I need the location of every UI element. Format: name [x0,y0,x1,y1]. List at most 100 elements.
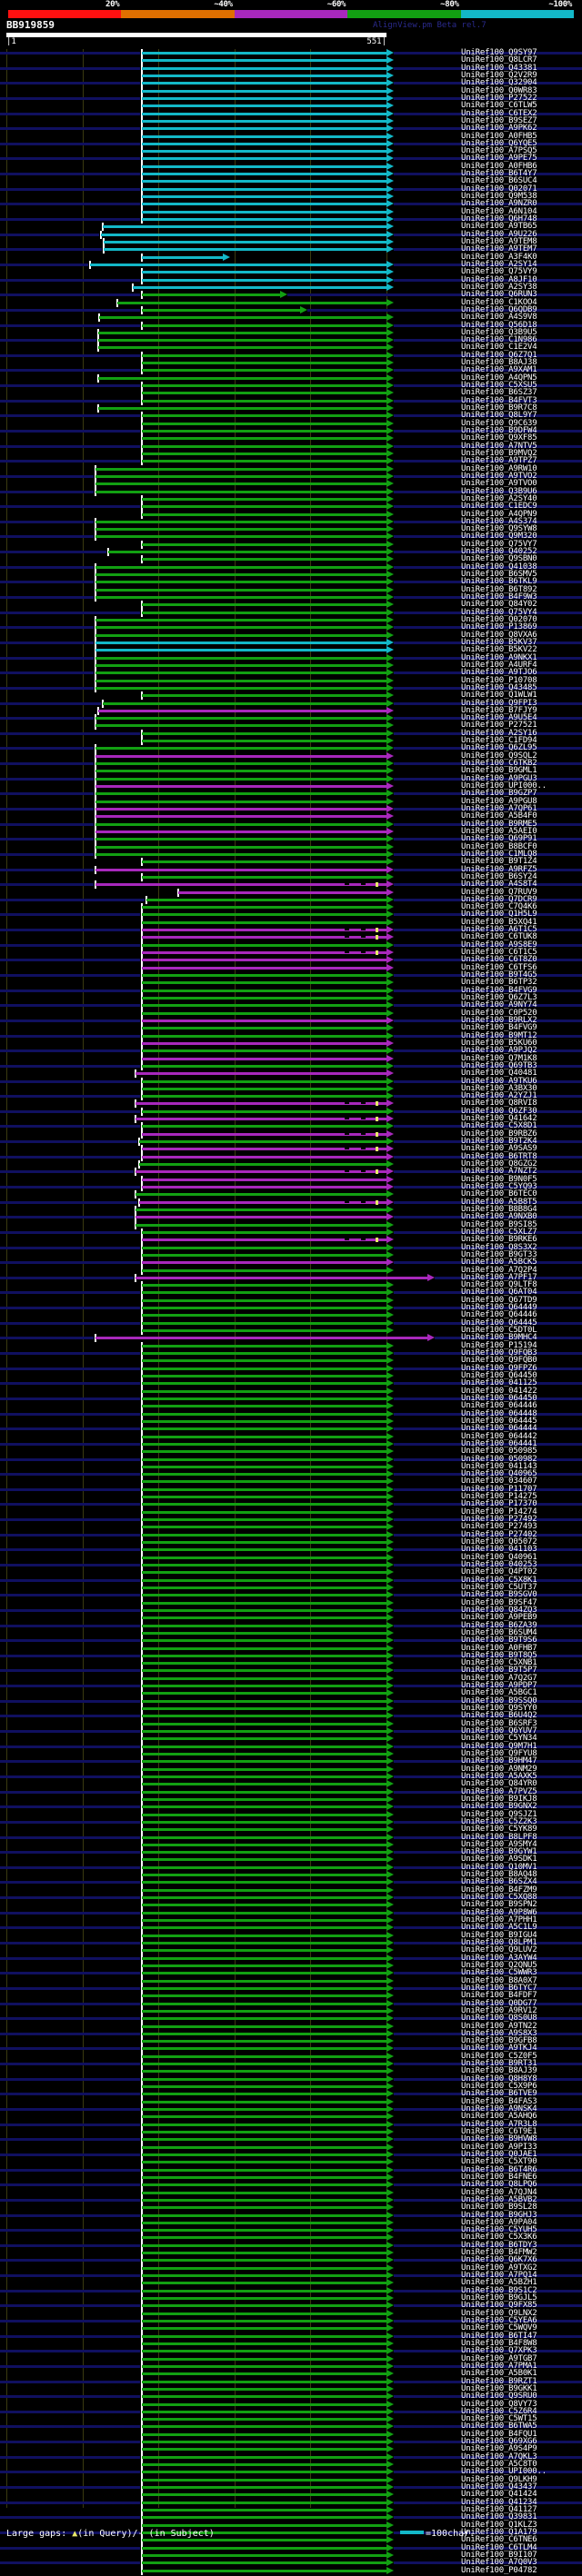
hit-label[interactable]: UniRef100_A0FHB5 [461,131,537,141]
hit-label[interactable]: UniRef100_C5YQ93 [461,1182,537,1191]
hit-alignment-bar[interactable] [135,1170,386,1174]
hit-row[interactable]: UniRef100_B6TVE9 [0,2089,582,2099]
hit-alignment-bar[interactable] [142,2471,386,2474]
hit-label[interactable]: UniRef100_B8A0X7 [461,1975,537,1985]
hit-label[interactable]: UniRef100_Q05072 [461,1537,537,1547]
hit-alignment-bar[interactable] [142,1692,386,1696]
hit-row[interactable]: UniRef100_B9GNX2 [0,1802,582,1812]
hit-row[interactable]: UniRef100_A2SY40 [0,494,582,503]
hit-label[interactable]: UniRef100_P04782 [461,2565,537,2575]
hit-row[interactable]: UniRef100_A9U5E4 [0,713,582,723]
hit-alignment-bar[interactable] [142,2100,386,2104]
hit-row[interactable]: UniRef100_B4FMW2 [0,2248,582,2258]
hit-label[interactable]: UniRef100_A9SAS9 [461,1144,537,1154]
hit-alignment-bar[interactable] [142,2455,386,2459]
hit-label[interactable]: UniRef100_C5XNB1 [461,1658,537,1668]
hit-alignment-bar[interactable] [142,2266,386,2270]
hit-label[interactable]: UniRef100_C5XQ88 [461,1893,537,1903]
hit-label[interactable]: UniRef100_B6TRT8 [461,1151,537,1161]
hit-alignment-bar[interactable] [142,134,386,138]
hit-alignment-bar[interactable] [142,497,386,501]
hit-row[interactable]: UniRef100_B9MHC4 [0,1333,582,1343]
hit-row[interactable]: UniRef100_064442 [0,1432,582,1441]
hit-row[interactable]: UniRef100_B4FVG9 [0,986,582,995]
hit-alignment-bar[interactable] [142,1011,386,1015]
hit-label[interactable]: UniRef100_A9TN22 [461,2021,537,2031]
hit-label[interactable]: UniRef100_A2YZJ1 [461,1091,537,1101]
hit-row[interactable]: UniRef100_C1FD94 [0,736,582,746]
hit-label[interactable]: UniRef100_A9TJO6 [461,668,537,678]
hit-label[interactable]: UniRef100_Q41038 [461,562,537,572]
hit-alignment-bar[interactable] [95,845,386,849]
hit-row[interactable]: UniRef100_A5B0K1 [0,2369,582,2379]
hit-label[interactable]: UniRef100_C6TLM4 [461,2542,537,2552]
hit-label[interactable]: UniRef100_A9PJQ2 [461,1046,537,1056]
hit-alignment-bar[interactable] [95,656,386,660]
hit-row[interactable]: UniRef100_B8BCF0 [0,842,582,851]
hit-label[interactable]: UniRef100_A9PDP7 [461,1681,537,1691]
hit-label[interactable]: UniRef100_A7Q2P4 [461,1265,537,1275]
hit-label[interactable]: UniRef100_C5WWR3 [461,1968,537,1978]
hit-row[interactable]: UniRef100_B9SEZ7 [0,116,582,125]
hit-alignment-bar[interactable] [142,2093,386,2096]
hit-label[interactable]: UniRef100_B9RZT1 [461,2376,537,2386]
hit-label[interactable]: UniRef100_A9NY74 [461,1000,537,1010]
hit-row[interactable]: UniRef100_Q1A179 [0,2528,582,2537]
hit-alignment-bar[interactable] [142,1109,386,1113]
hit-label[interactable]: UniRef100_Q10MV1 [461,1862,537,1872]
hit-row[interactable]: UniRef100_A9TB65 [0,222,582,232]
hit-label[interactable]: UniRef100_B9MVQ2 [461,448,537,458]
hit-row[interactable]: UniRef100_A9SAS9 [0,1144,582,1154]
hit-alignment-bar[interactable] [142,2509,386,2511]
hit-row[interactable]: UniRef100_Q6QDB9 [0,305,582,314]
hit-alignment-bar[interactable] [142,1828,386,1832]
hit-label[interactable]: UniRef100_A9NZR0 [461,199,537,209]
hit-alignment-bar[interactable] [142,52,386,55]
hit-row[interactable]: UniRef100_C6TNE6 [0,2535,582,2545]
hit-alignment-bar[interactable] [142,1972,386,1975]
hit-label[interactable]: UniRef100_Q9SJZ1 [461,1809,537,1819]
hit-row[interactable]: UniRef100_A0FHB7 [0,1644,582,1653]
hit-label[interactable]: UniRef100_B9GNX2 [461,1802,537,1812]
hit-alignment-bar[interactable] [142,2145,386,2149]
hit-row[interactable]: UniRef100_A9SDK1 [0,1855,582,1865]
hit-alignment-bar[interactable] [142,1298,386,1302]
hit-row[interactable]: UniRef100_Q9SYY0 [0,1704,582,1714]
hit-alignment-bar[interactable] [142,210,386,214]
hit-row[interactable]: UniRef100_A3AYW4 [0,1954,582,1963]
hit-alignment-bar[interactable] [142,2168,386,2172]
hit-label[interactable]: UniRef100_Q41642 [461,1114,537,1124]
hit-label[interactable]: UniRef100_A4URF4 [461,660,537,670]
hit-row[interactable]: UniRef100_B9RT31 [0,2059,582,2069]
hit-row[interactable]: UniRef100_P04782 [0,2565,582,2575]
hit-label[interactable]: UniRef100_Q84ZQ3 [461,1605,537,1615]
hit-row[interactable]: UniRef100_Q6RUN3 [0,290,582,300]
hit-label[interactable]: UniRef100_B9N0F5 [461,1174,537,1184]
hit-label[interactable]: UniRef100_041422 [461,1386,537,1396]
hit-row[interactable]: UniRef100_C6T1C5 [0,948,582,958]
hit-alignment-bar[interactable] [142,1307,386,1310]
hit-alignment-bar[interactable] [95,792,386,796]
hit-label[interactable]: UniRef100_A9S4P9 [461,2444,537,2454]
hit-label[interactable]: UniRef100_B6TI47 [461,2331,537,2341]
hit-row[interactable]: UniRef100_A9RFZ5 [0,865,582,874]
hit-row[interactable]: UniRef100_A9SMY4 [0,1840,582,1849]
hit-row[interactable]: UniRef100_B6TI47 [0,2332,582,2341]
hit-alignment-bar[interactable] [142,59,386,63]
hit-alignment-bar[interactable] [142,1896,386,1900]
hit-row[interactable]: UniRef100_A9TVO2 [0,472,582,481]
hit-alignment-bar[interactable] [142,1427,386,1431]
hit-label[interactable]: UniRef100_B9GYW1 [461,1847,537,1857]
hit-row[interactable]: UniRef100_B8B8G4 [0,1205,582,1214]
hit-label[interactable]: UniRef100_Q7DCR9 [461,894,537,904]
hit-label[interactable]: UniRef100_A9RV12 [461,2005,537,2015]
hit-label[interactable]: UniRef100_A5AEI0 [461,826,537,836]
hit-label[interactable]: UniRef100_Q9FQB0 [461,1356,537,1366]
hit-alignment-bar[interactable] [142,1480,386,1484]
hit-row[interactable]: UniRef100_064450 [0,1394,582,1403]
hit-row[interactable]: UniRef100_041125 [0,1378,582,1388]
hit-label[interactable]: UniRef100_Q1H5L9 [461,910,537,920]
hit-row[interactable]: UniRef100_A0FHB5 [0,131,582,141]
hit-alignment-bar[interactable] [142,951,386,955]
hit-alignment-bar[interactable] [142,1321,386,1325]
